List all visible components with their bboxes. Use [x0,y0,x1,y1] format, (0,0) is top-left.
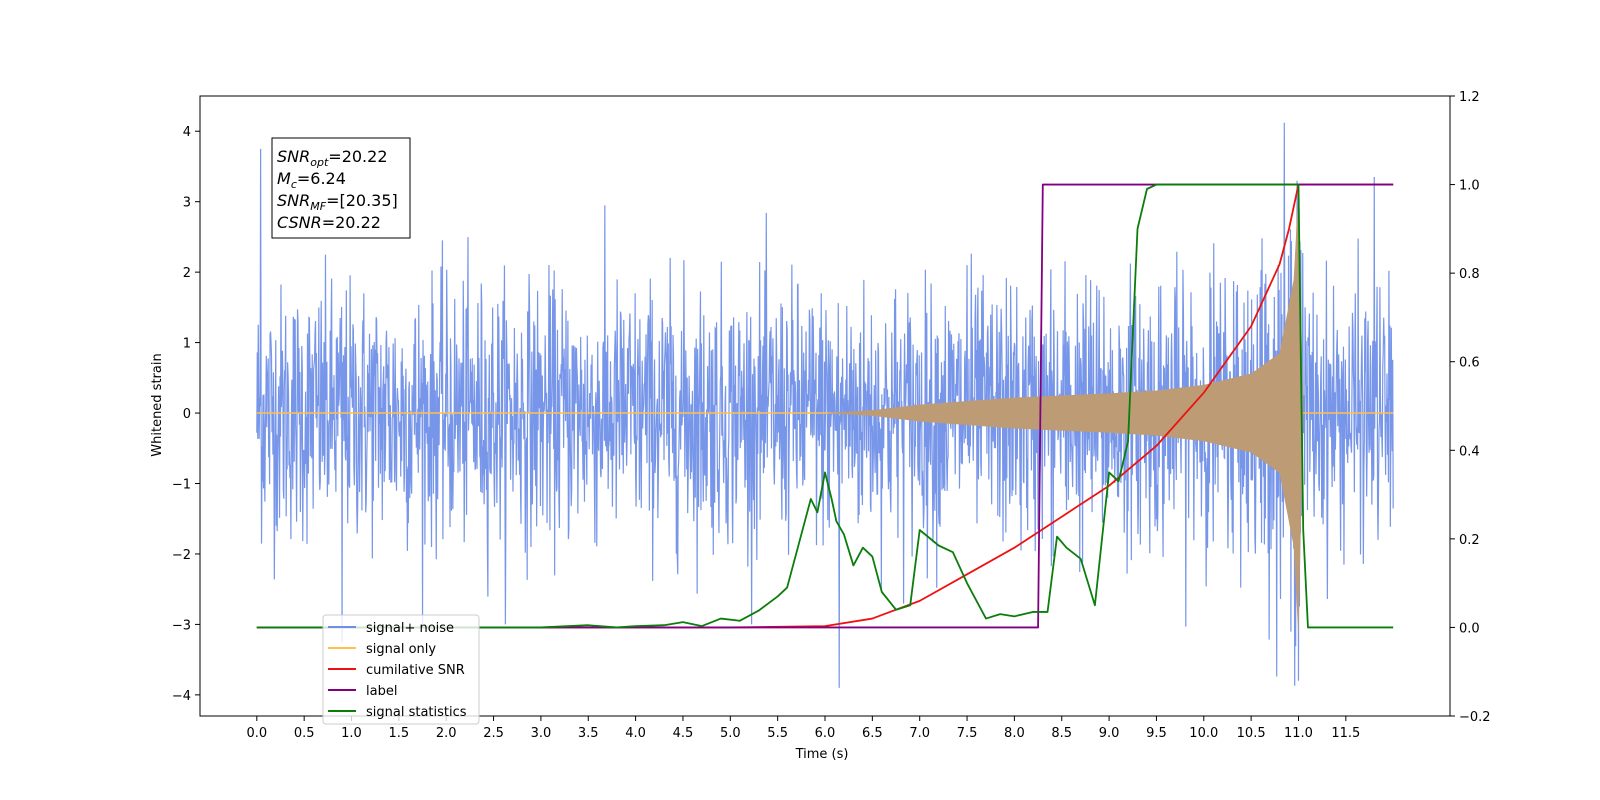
y2-tick-label: 0.4 [1459,444,1480,459]
x-tick-label: 2.0 [436,726,457,741]
x-tick-label: 7.0 [909,726,930,741]
y-tick-label: 1 [183,337,191,352]
y2-tick-label: 0.8 [1459,267,1480,282]
x-tick-label: 8.0 [1004,726,1025,741]
x-tick-label: 10.5 [1237,726,1266,741]
x-tick-label: 0.5 [294,726,315,741]
legend-entry: cumilative SNR [366,663,465,678]
y-axis-left: 4 3 2 1 0 −1 −2 −3 −4 [172,125,200,704]
x-tick-label: 10.0 [1189,726,1218,741]
series-cumilative-snr [256,183,1394,629]
x-tick-label: 3.0 [531,726,552,741]
x-tick-label: 6.5 [862,726,883,741]
y-tick-label: 0 [183,407,191,422]
x-tick-label: 3.5 [578,726,599,741]
x-tick-label: 2.5 [483,726,504,741]
annotation-line: SNRMF=[20.35] [277,191,398,213]
y2-tick-label: 0.6 [1459,356,1480,371]
x-tick-label: 9.5 [1146,726,1167,741]
legend-entry: signal statistics [366,705,467,720]
y-tick-label: −4 [172,689,191,704]
x-tick-label: 11.0 [1284,726,1313,741]
x-tick-label: 4.5 [673,726,694,741]
annotation-line: Mc=6.24 [277,169,346,191]
y-tick-label: 4 [183,125,191,140]
x-axis-label: Time (s) [795,747,849,762]
legend: signal+ noise signal only cumilative SNR la… [322,614,480,725]
y-tick-label: 3 [183,196,191,211]
x-tick-label: 1.0 [341,726,362,741]
x-axis: 0.0 0.5 1.0 1.5 2.0 2.5 3.0 3.5 4.0 4.5 5.0 5.5 6.0 6… [246,716,1360,741]
series-signal-statistics [256,183,1394,629]
annotation-frame [271,137,411,239]
legend-entry: signal only [366,642,436,657]
x-tick-label: 11.5 [1331,726,1360,741]
x-tick-label: 9.0 [1099,726,1120,741]
x-tick-label: 5.0 [720,726,741,741]
annotation-line: CSNR=20.22 [277,213,381,232]
y-axis-label: Whitened strain [150,353,165,456]
y2-tick-label: −0.2 [1459,710,1491,725]
y-tick-label: −3 [172,618,191,633]
legend-frame [322,614,480,725]
stats-annotation-box: SNRopt=20.22Mc=6.24SNRMF=[20.35]CSNR=20.… [271,137,411,239]
plot-area [256,122,1394,688]
y2-tick-label: 0.0 [1459,621,1480,636]
y2-tick-label: 1.2 [1459,90,1480,105]
y2-tick-label: 0.2 [1459,533,1480,548]
annotation-line: SNRopt=20.22 [277,147,388,169]
y2-tick-label: 1.0 [1459,179,1480,194]
x-tick-label: 8.5 [1051,726,1072,741]
y-tick-label: 2 [183,266,191,281]
legend-entry: signal+ noise [366,621,454,636]
series-signal-only [825,188,1304,638]
series-layer [256,122,1394,688]
x-tick-label: 6.0 [815,726,836,741]
x-tick-label: 7.5 [957,726,978,741]
x-tick-label: 1.5 [389,726,410,741]
x-tick-label: 5.5 [767,726,788,741]
legend-entry: label [366,684,397,699]
series-signal-noise [256,122,1394,688]
y-tick-label: −2 [172,548,191,563]
x-tick-label: 4.0 [625,726,646,741]
y-axis-right: 1.2 1.0 0.8 0.6 0.4 0.2 0.0 −0.2 [1450,90,1491,725]
y-tick-label: −1 [172,478,191,493]
x-tick-label: 0.0 [246,726,267,741]
